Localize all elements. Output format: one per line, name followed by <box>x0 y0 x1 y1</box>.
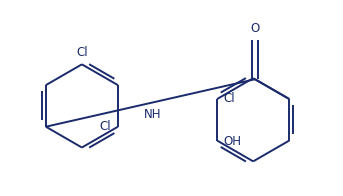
Text: Cl: Cl <box>223 92 235 104</box>
Text: OH: OH <box>223 135 241 148</box>
Text: O: O <box>250 22 260 35</box>
Text: Cl: Cl <box>76 46 88 59</box>
Text: NH: NH <box>144 108 161 121</box>
Text: Cl: Cl <box>99 120 111 133</box>
